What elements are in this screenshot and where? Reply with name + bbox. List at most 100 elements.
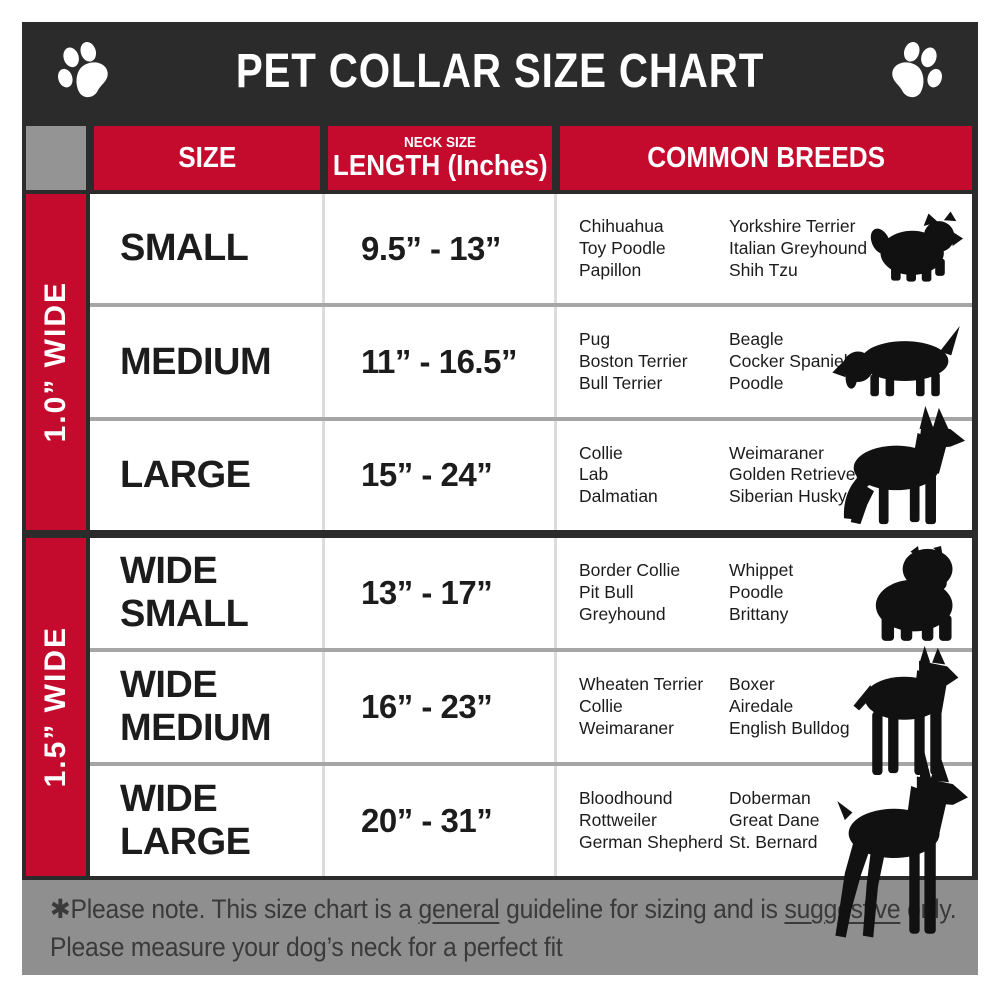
german-shepherd-silhouette-icon	[842, 404, 968, 526]
section-1-inch-wide: SMALL 9.5” - 13” Chihuahua Toy Poodle Pa…	[90, 194, 972, 530]
breed-item: Golden Retriever	[729, 464, 862, 485]
table-row-large: LARGE 15” - 24” Collie Lab Dalmatian Wei…	[90, 405, 972, 530]
page-title: PET COLLAR SIZE CHART	[235, 44, 765, 98]
breed-list: Yorkshire Terrier Italian Greyhound Shih…	[729, 216, 891, 282]
breed-item: Whippet	[729, 560, 794, 581]
shih-tzu-silhouette-icon	[868, 210, 964, 287]
footer-note-text: ✱Please note. This size chart is a gener…	[50, 890, 999, 967]
size-label: SMALL	[120, 227, 249, 270]
breed-item: Dalmatian	[579, 486, 658, 507]
size-chart: PET COLLAR SIZE CHART 1.0” WIDE 1.5” WID…	[22, 22, 978, 975]
breed-list: Doberman Great Dane St. Bernard	[729, 788, 891, 854]
breed-item: Weimaraner	[729, 442, 824, 463]
breed-item: Poodle	[729, 582, 784, 603]
column-header-common-breeds: COMMON BREEDS	[560, 126, 972, 190]
table-row-wide-large: WIDE LARGE 20” - 31” Bloodhound Rottweil…	[90, 751, 972, 938]
size-label: WIDE LARGE	[120, 778, 251, 863]
breed-item: Border Collie	[579, 560, 681, 581]
breed-item: Collie	[579, 442, 623, 463]
table-row-wide-small: WIDE SMALL 13” - 17” Border Collie Pit B…	[90, 538, 972, 648]
breed-list: Wheaten Terrier Collie Weimaraner	[579, 674, 729, 740]
breed-item: Papillon	[579, 259, 642, 280]
size-label: WIDE MEDIUM	[120, 664, 272, 749]
beagle-silhouette-icon	[830, 323, 964, 401]
breed-item: Rottweiler	[579, 810, 657, 831]
neck-range: 15” - 24”	[322, 420, 554, 530]
breeds-cell: Bloodhound Rottweiler German Shepherd Do…	[554, 751, 972, 938]
breed-item: Bull Terrier	[579, 372, 663, 393]
breed-item: English Bulldog	[729, 717, 850, 738]
size-label: MEDIUM	[120, 340, 272, 383]
column-header-label: SIZE	[177, 141, 237, 174]
breed-item: Greyhound	[579, 603, 666, 624]
neck-range: 9.5” - 13”	[322, 194, 554, 304]
breed-list: Border Collie Pit Bull Greyhound	[579, 560, 729, 626]
breed-item: Chihuahua	[579, 215, 664, 236]
breed-item: Beagle	[729, 329, 784, 350]
note-text: guideline for sizing and is	[499, 894, 785, 924]
width-band-label: 1.0” WIDE	[39, 281, 72, 443]
breed-item: Great Dane	[729, 810, 820, 831]
breeds-cell: Collie Lab Dalmatian Weimaraner Golden R…	[554, 405, 972, 530]
column-header-size: SIZE	[94, 126, 320, 190]
size-label: WIDE SMALL	[120, 550, 249, 635]
column-header-label: LENGTH (Inches)	[332, 149, 548, 182]
breed-list: Whippet Poodle Brittany	[729, 560, 891, 626]
breed-item: Lab	[579, 464, 609, 485]
section-1-5-inch-wide: WIDE SMALL 13” - 17” Border Collie Pit B…	[90, 538, 972, 938]
column-header-neck-size: NECK SIZE LENGTH (Inches)	[328, 126, 552, 190]
breed-item: German Shepherd	[579, 831, 723, 852]
breed-item: Doberman	[729, 788, 811, 809]
corner-spacer	[26, 126, 86, 190]
breed-item: Cocker Spaniel	[729, 351, 848, 372]
table-row-medium: MEDIUM 11” - 16.5” Pug Boston Terrier Bu…	[90, 303, 972, 417]
breed-item: St. Bernard	[729, 831, 818, 852]
breeds-cell: Border Collie Pit Bull Greyhound Whippet…	[554, 538, 972, 648]
breed-item: Pug	[579, 329, 611, 350]
breed-list: Boxer Airedale English Bulldog	[729, 674, 891, 740]
breeds-cell: Pug Boston Terrier Bull Terrier Beagle C…	[554, 307, 972, 417]
column-header-label: COMMON BREEDS	[647, 141, 885, 174]
width-band-1-inch: 1.0” WIDE	[26, 194, 86, 530]
breed-list: Collie Lab Dalmatian	[579, 443, 729, 509]
paw-print-icon	[58, 41, 108, 98]
breed-item: Poodle	[729, 372, 784, 393]
breed-item: Siberian Husky	[729, 486, 847, 507]
breeds-cell: Chihuahua Toy Poodle Papillon Yorkshire …	[554, 194, 972, 304]
breed-list: Bloodhound Rottweiler German Shepherd	[579, 788, 729, 854]
table-row-wide-medium: WIDE MEDIUM 16” - 23” Wheaten Terrier Co…	[90, 645, 972, 776]
breed-item: Wheaten Terrier	[579, 674, 704, 695]
width-band-1-5-inch: 1.5” WIDE	[26, 538, 86, 876]
breed-item: Boston Terrier	[579, 351, 688, 372]
size-label: LARGE	[120, 454, 251, 497]
width-band-label: 1.5” WIDE	[39, 626, 72, 788]
doberman-silhouette-icon	[822, 750, 970, 947]
breed-item: Yorkshire Terrier	[729, 215, 856, 236]
breed-item: Collie	[579, 696, 623, 717]
paw-print-icon	[892, 41, 942, 98]
breed-list: Beagle Cocker Spaniel Poodle	[729, 329, 891, 395]
footer-note: ✱Please note. This size chart is a gener…	[22, 880, 978, 975]
neck-range: 11” - 16.5”	[322, 307, 554, 417]
breed-item: Toy Poodle	[579, 237, 666, 258]
neck-range: 20” - 31”	[322, 766, 554, 876]
title-bar: PET COLLAR SIZE CHART	[22, 22, 978, 120]
breed-item: Weimaraner	[579, 717, 674, 738]
breed-item: Airedale	[729, 696, 794, 717]
neck-range: 16” - 23”	[322, 652, 554, 762]
breed-item: Pit Bull	[579, 582, 634, 603]
breed-item: Italian Greyhound	[729, 237, 868, 258]
breeds-cell: Wheaten Terrier Collie Weimaraner Boxer …	[554, 645, 972, 776]
breed-item: Brittany	[729, 603, 789, 624]
note-line-2: Please measure your dog’s neck for a per…	[50, 932, 563, 963]
neck-range: 13” - 17”	[322, 538, 554, 648]
breed-list: Chihuahua Toy Poodle Papillon	[579, 216, 729, 282]
pit-bull-silhouette-icon	[846, 640, 964, 779]
bulldog-silhouette-icon	[872, 544, 964, 642]
note-line-1: ✱Please note. This size chart is a gener…	[50, 890, 999, 928]
note-underlined-word: general	[418, 894, 500, 924]
breed-item: Bloodhound	[579, 788, 673, 809]
breed-list: Weimaraner Golden Retriever Siberian Hus…	[729, 443, 891, 509]
table-row-small: SMALL 9.5” - 13” Chihuahua Toy Poodle Pa…	[90, 194, 972, 304]
